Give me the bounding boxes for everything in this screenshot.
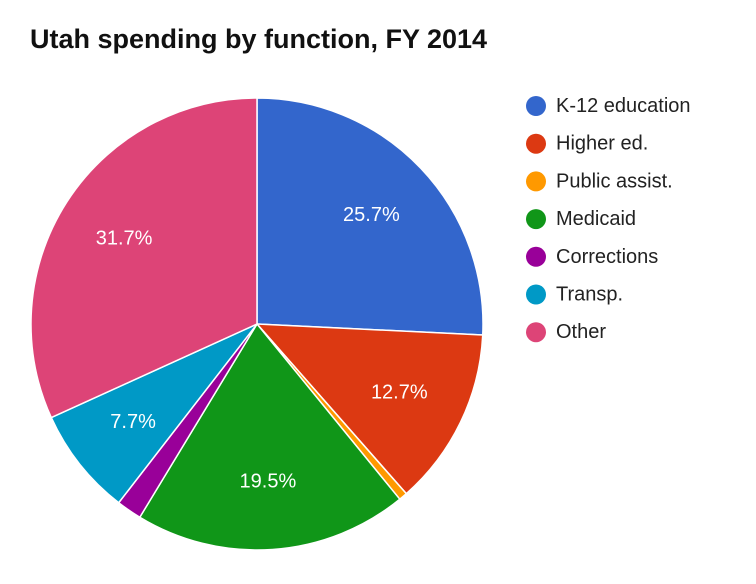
pie-slice-other (30, 97, 258, 419)
chart-title: Utah spending by function, FY 2014 (30, 24, 488, 54)
slice-value-label: 7.7% (110, 411, 156, 433)
legend-item-higher-ed: Higher ed. (526, 133, 648, 155)
legend-item-public-assist: Public assist. (526, 170, 673, 192)
pie-slice-higher-ed (256, 323, 484, 495)
legend-marker (526, 322, 546, 343)
pie-slice-medicaid (139, 323, 401, 551)
legend-item-transp: Transp. (526, 284, 623, 306)
slice-value-label: 25.7% (343, 204, 400, 226)
legend-marker (526, 284, 546, 305)
slice-value-label: 12.7% (371, 382, 428, 404)
legend-marker (526, 96, 546, 116)
legend-label: Corrections (556, 246, 658, 268)
legend-marker (526, 209, 546, 230)
legend-label: Higher ed. (556, 133, 648, 155)
legend-label: K-12 education (556, 95, 691, 117)
legend-item-k-12-education: K-12 education (526, 95, 691, 117)
legend-label: Other (556, 321, 606, 343)
slice-value-label: 31.7% (96, 228, 153, 250)
legend-marker (526, 171, 546, 192)
legend-label: Public assist. (556, 170, 673, 192)
pie-slices (30, 97, 484, 551)
slice-value-label: 19.5% (240, 471, 297, 493)
legend-marker (526, 133, 546, 154)
pie-slice-k-12-education (256, 97, 484, 336)
legend-label: Transp. (556, 284, 623, 306)
pie-slice-transp (50, 323, 258, 504)
pie-slice-labels: 25.7% 12.7% 19.5% 7.7% 31.7% (96, 204, 428, 493)
legend-marker (526, 246, 546, 267)
legend-item-other: Other (526, 321, 606, 343)
legend-label: Medicaid (556, 208, 636, 230)
legend-item-corrections: Corrections (526, 246, 658, 268)
chart-legend: K-12 education Higher ed. Public assist. Me… (526, 95, 691, 343)
legend-item-medicaid: Medicaid (526, 208, 636, 230)
